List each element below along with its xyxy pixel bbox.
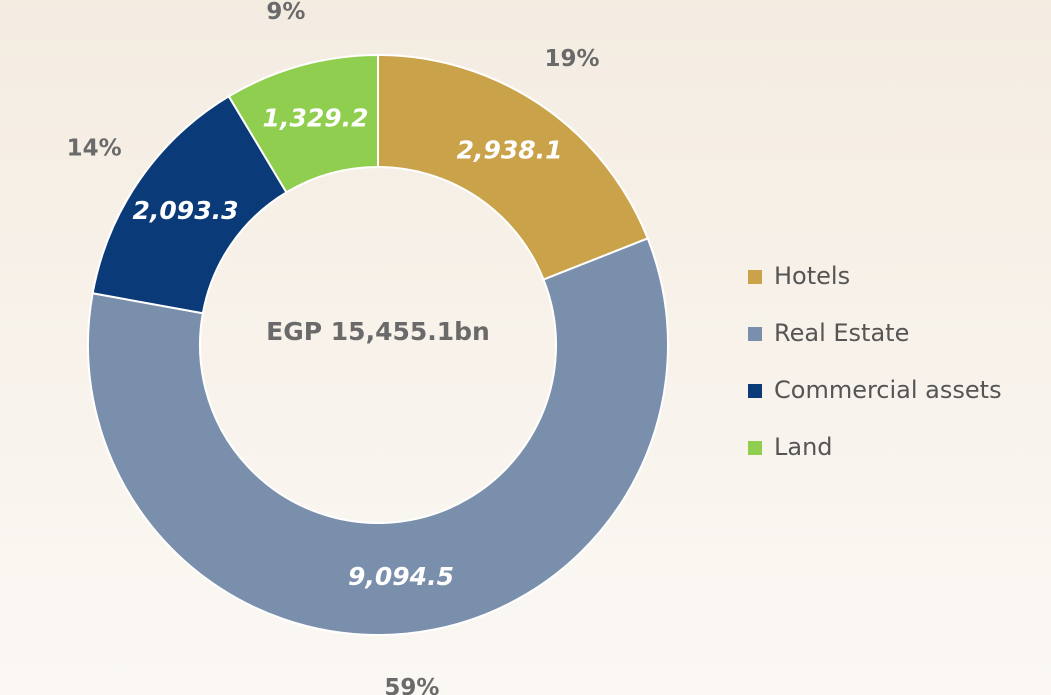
legend-label: Commercial assets: [774, 376, 1002, 404]
value-label: 2,093.3: [133, 196, 239, 225]
legend-swatch: [748, 384, 762, 398]
donut-segment: [377, 53, 650, 281]
center-label: EGP 15,455.1bn: [266, 317, 490, 346]
value-label: 1,329.2: [263, 103, 369, 132]
percent-label: 14%: [67, 135, 122, 161]
percent-label: 9%: [266, 0, 305, 25]
value-label: 9,094.5: [348, 562, 454, 591]
percent-label: 19%: [544, 46, 599, 72]
legend-label: Real Estate: [774, 319, 909, 347]
donut-segment: [87, 237, 669, 636]
legend-swatch: [748, 270, 762, 284]
donut-segment: [227, 53, 379, 194]
legend-label: Hotels: [774, 262, 850, 290]
legend-label: Land: [774, 433, 833, 461]
value-label: 2,938.1: [457, 136, 563, 165]
legend-swatch: [748, 327, 762, 341]
legend-swatch: [748, 441, 762, 455]
percent-label: 59%: [384, 675, 439, 695]
